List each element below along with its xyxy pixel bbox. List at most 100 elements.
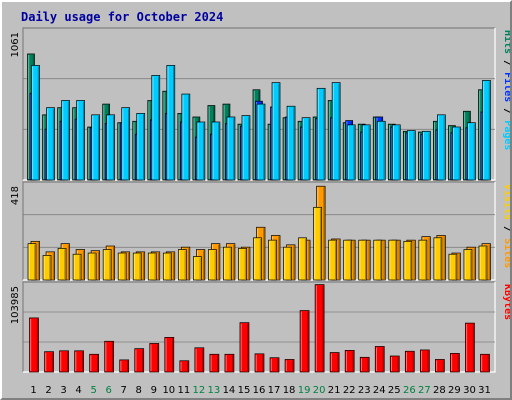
axis-label-part: Files: [502, 66, 510, 102]
bar-sites-day-14: [223, 246, 232, 281]
max-label-sites-visits: 418: [10, 186, 21, 205]
bar-pages-day-18: [286, 105, 296, 181]
day-label-11: 11: [177, 385, 190, 396]
day-label-20: 20: [313, 385, 326, 396]
day-label-7: 7: [121, 385, 127, 396]
axis-label-part: Visits: [502, 184, 510, 220]
axis-label-kbytes: KBytes: [502, 284, 510, 320]
bar-pages-day-17: [271, 82, 281, 181]
chart-title: Daily usage for October 2024: [21, 10, 224, 24]
bar-sites-day-11: [177, 249, 187, 281]
bar-sites-day-28: [433, 237, 443, 281]
bar-kbytes-day-30: [465, 322, 475, 373]
bar-kbytes-day-18: [284, 359, 295, 373]
day-label-28: 28: [433, 385, 446, 396]
axis-label-part: Hits: [502, 30, 510, 54]
bar-kbytes-day-16: [254, 353, 265, 373]
bar-kbytes-day-9: [149, 343, 160, 373]
axis-label-hits-files-pages: Hits / Files / Pages: [502, 30, 510, 150]
bar-sites-day-30: [463, 249, 473, 281]
bar-kbytes-day-27: [419, 349, 430, 373]
day-label-24: 24: [373, 385, 386, 396]
bar-kbytes-day-7: [119, 359, 130, 373]
day-label-3: 3: [60, 385, 66, 396]
bar-sites-day-26: [403, 240, 413, 281]
day-label-23: 23: [358, 385, 371, 396]
day-label-12: 12: [193, 385, 206, 396]
bar-pages-day-28: [437, 114, 446, 181]
bar-sites-day-24: [373, 239, 383, 281]
bar-sites-day-9: [147, 252, 157, 281]
bar-kbytes-day-11: [179, 360, 190, 373]
day-label-17: 17: [268, 385, 281, 396]
bar-pages-day-29: [452, 126, 461, 181]
bar-sites-day-17: [268, 239, 277, 281]
bar-pages-day-11: [181, 93, 191, 181]
day-label-19: 19: [298, 385, 311, 396]
bar-kbytes-day-24: [374, 346, 385, 373]
day-label-31: 31: [478, 385, 491, 396]
day-label-25: 25: [388, 385, 401, 396]
bar-sites-day-19: [298, 237, 307, 281]
max-label-hits-files-pages: 1061: [10, 32, 21, 57]
bar-pages-day-2: [46, 107, 55, 181]
day-label-10: 10: [162, 385, 175, 396]
axis-label-part: /: [502, 54, 510, 66]
bar-sites-day-18: [283, 246, 292, 281]
day-label-15: 15: [238, 385, 251, 396]
day-label-26: 26: [403, 385, 416, 396]
axis-label-part: Sites: [502, 232, 510, 268]
bar-pages-day-26: [406, 130, 416, 181]
bar-sites-day-15: [238, 247, 247, 281]
bar-kbytes-day-28: [435, 359, 445, 373]
day-label-1: 1: [30, 385, 36, 396]
day-label-21: 21: [328, 385, 341, 396]
bar-sites-day-16: [253, 237, 262, 281]
bar-pages-day-19: [301, 117, 311, 181]
bar-pages-day-12: [196, 121, 206, 181]
bar-pages-day-4: [76, 100, 85, 181]
bar-kbytes-day-6: [104, 340, 115, 373]
bar-pages-day-31: [482, 80, 491, 181]
bar-kbytes-day-23: [359, 356, 370, 373]
day-label-16: 16: [253, 385, 266, 396]
bar-pages-day-8: [136, 113, 146, 181]
day-label-4: 4: [75, 385, 81, 396]
bar-sites-day-27: [418, 239, 428, 281]
bar-sites-day-2: [42, 255, 52, 281]
bar-pages-day-7: [121, 107, 131, 181]
bar-pages-day-14: [226, 116, 236, 181]
bar-sites-day-1: [27, 243, 37, 281]
bar-kbytes-day-14: [224, 353, 235, 373]
day-label-30: 30: [463, 385, 476, 396]
day-label-22: 22: [343, 385, 356, 396]
day-label-8: 8: [136, 385, 142, 396]
bar-kbytes-day-21: [329, 352, 340, 373]
bar-pages-day-13: [211, 121, 221, 181]
day-label-29: 29: [448, 385, 461, 396]
bar-kbytes-day-31: [480, 353, 490, 373]
axis-label-sites-visits: Visits / Sites: [502, 184, 510, 268]
day-label-2: 2: [45, 385, 51, 396]
bar-pages-day-15: [241, 115, 251, 181]
bar-pages-day-6: [106, 114, 116, 181]
day-label-14: 14: [223, 385, 236, 396]
bar-sites-day-13: [208, 249, 217, 281]
bar-pages-day-21: [331, 82, 341, 181]
bar-kbytes-day-4: [74, 350, 84, 373]
day-label-13: 13: [208, 385, 221, 396]
bar-pages-day-23: [361, 124, 371, 181]
bar-sites-day-31: [478, 245, 488, 281]
bar-kbytes-day-26: [404, 350, 415, 373]
day-label-18: 18: [283, 385, 296, 396]
axis-label-part: /: [502, 102, 510, 114]
day-label-27: 27: [418, 385, 431, 396]
bar-kbytes-day-15: [239, 322, 250, 373]
bar-sites-day-25: [388, 239, 398, 281]
bar-kbytes-day-25: [389, 355, 400, 373]
bar-kbytes-day-10: [164, 337, 175, 373]
bar-sites-day-4: [72, 253, 82, 281]
bar-kbytes-day-29: [450, 353, 460, 373]
bar-sites-day-7: [117, 252, 127, 281]
